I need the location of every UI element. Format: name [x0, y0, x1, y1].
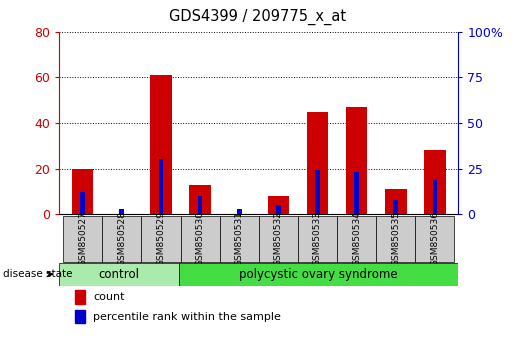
Bar — [298, 216, 337, 262]
Bar — [276, 205, 281, 214]
Text: GSM850530: GSM850530 — [196, 211, 204, 267]
Text: GSM850534: GSM850534 — [352, 211, 361, 267]
Bar — [393, 200, 398, 214]
Text: GSM850532: GSM850532 — [274, 211, 283, 267]
Bar — [376, 216, 415, 262]
Bar — [433, 179, 437, 214]
Bar — [75, 290, 85, 304]
Bar — [307, 112, 328, 214]
Bar — [268, 196, 289, 214]
Bar — [80, 192, 85, 214]
Bar — [75, 310, 85, 323]
Bar — [385, 189, 406, 214]
Bar — [424, 150, 445, 214]
Text: GSM850527: GSM850527 — [78, 211, 87, 267]
Bar — [150, 75, 171, 214]
Bar — [179, 263, 458, 286]
Text: GSM850536: GSM850536 — [431, 211, 439, 267]
Text: GDS4399 / 209775_x_at: GDS4399 / 209775_x_at — [169, 9, 346, 25]
Text: disease state: disease state — [3, 269, 72, 279]
Text: GSM850531: GSM850531 — [235, 211, 244, 267]
Bar — [315, 170, 320, 214]
Bar — [346, 107, 367, 214]
Bar — [220, 216, 259, 262]
Bar — [59, 263, 179, 286]
Text: percentile rank within the sample: percentile rank within the sample — [93, 312, 281, 322]
Bar — [198, 196, 202, 214]
Bar — [181, 216, 220, 262]
Text: count: count — [93, 292, 125, 302]
Text: polycystic ovary syndrome: polycystic ovary syndrome — [239, 268, 398, 281]
Bar — [415, 216, 454, 262]
Bar — [142, 216, 181, 262]
Bar — [337, 216, 376, 262]
Text: GSM850533: GSM850533 — [313, 211, 322, 267]
Bar — [190, 184, 211, 214]
Bar — [259, 216, 298, 262]
Text: GSM850529: GSM850529 — [157, 211, 165, 267]
Bar — [354, 172, 359, 214]
Bar — [72, 169, 93, 214]
Bar — [237, 209, 242, 214]
Text: control: control — [98, 268, 140, 281]
Text: GSM850528: GSM850528 — [117, 211, 126, 267]
Text: GSM850535: GSM850535 — [391, 211, 400, 267]
Bar — [63, 216, 102, 262]
Bar — [119, 209, 124, 214]
Bar — [102, 216, 142, 262]
Bar — [159, 159, 163, 214]
